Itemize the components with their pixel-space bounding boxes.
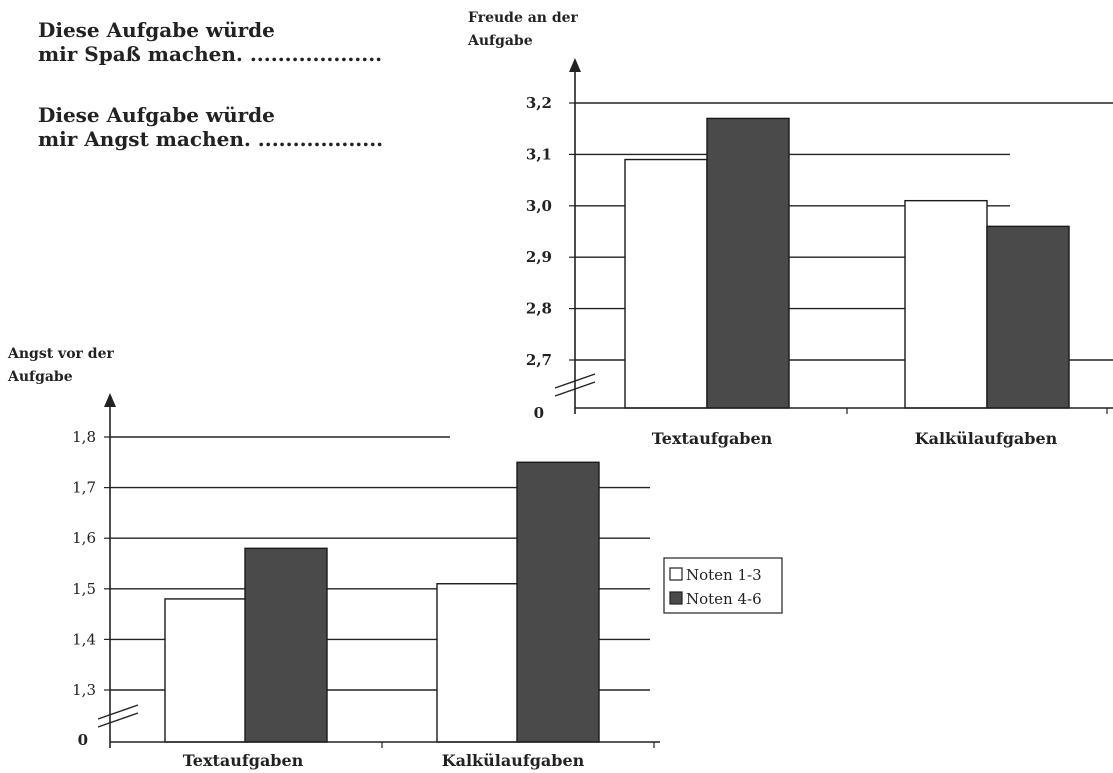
axis-break-icon xyxy=(97,704,139,720)
y-axis-arrow-icon xyxy=(104,393,116,407)
y-tick-label: 2,8 xyxy=(526,300,552,318)
axis-break-icon xyxy=(97,712,139,728)
y-axis-label-line-1: Angst vor der xyxy=(7,346,114,362)
legend-swatch xyxy=(669,591,683,605)
legend-label: Noten 4-6 xyxy=(686,590,762,608)
legend-label: Noten 1-3 xyxy=(686,566,762,584)
y-axis-label-line-2: Aufgabe xyxy=(7,369,73,385)
bar-noten-4-6-textaufgaben xyxy=(706,117,790,409)
y-tick-label: 3,1 xyxy=(526,145,552,163)
bar-noten-4-6-kalkuelaufgaben xyxy=(516,461,600,743)
statement-fun: Diese Aufgabe würde mir Spaß machen. ...… xyxy=(38,18,382,66)
x-category-label: Textaufgaben xyxy=(652,429,773,448)
bar-noten-1-3-textaufgaben xyxy=(624,158,708,409)
y-tick-label: 3,2 xyxy=(526,94,552,112)
axis-break-icon xyxy=(554,381,596,397)
legend-swatch xyxy=(669,567,683,581)
legend-box xyxy=(663,557,783,614)
bar-noten-1-3-kalkuelaufgaben xyxy=(436,583,520,743)
y-tick-label: 1,7 xyxy=(72,479,96,497)
x-category-label: Kalkülaufgaben xyxy=(442,751,585,770)
y-axis-label-line-2: Aufgabe xyxy=(467,33,533,49)
bar-noten-1-3-textaufgaben xyxy=(164,598,248,743)
axis-break-icon xyxy=(554,373,596,389)
y-tick-label: 1,4 xyxy=(72,630,96,648)
y-tick-label: 3,0 xyxy=(526,197,552,215)
y-zero-label: 0 xyxy=(534,404,544,422)
x-category-label: Textaufgaben xyxy=(183,751,304,770)
statement-fear-line-2: mir Angst machen. .................. xyxy=(38,127,384,151)
y-axis-arrow-icon xyxy=(569,58,581,72)
y-tick-label: 2,9 xyxy=(526,248,552,266)
statement-fear-line-1: Diese Aufgabe würde xyxy=(38,103,275,127)
y-axis-label-line-1: Freude an der xyxy=(468,10,579,26)
y-zero-label: 0 xyxy=(78,731,88,749)
bar-noten-4-6-kalkuelaufgaben xyxy=(986,225,1070,409)
chart-angst: Angst vor der Aufgabe 1,8 1,7 1,6 1,5 1,4 1,3 0 T… xyxy=(7,346,660,770)
x-category-label: Kalkülaufgaben xyxy=(915,429,1058,448)
y-tick-label: 2,7 xyxy=(526,351,552,369)
legend: Noten 1-3 Noten 4-6 xyxy=(663,557,783,614)
y-tick-label: 1,6 xyxy=(72,529,96,547)
statement-fun-line-2: mir Spaß machen. ................... xyxy=(38,42,383,66)
statement-fun-line-1: Diese Aufgabe würde xyxy=(38,18,275,42)
bar-noten-4-6-textaufgaben xyxy=(244,547,328,743)
y-tick-label: 1,5 xyxy=(72,580,96,598)
chart-freude: Freude an der Aufgabe 3,2 3,1 3,0 2,9 2,8 2,7 0 T… xyxy=(467,10,1113,448)
bar-noten-1-3-kalkuelaufgaben xyxy=(904,199,988,409)
statement-fear: Diese Aufgabe würde mir Angst machen. ..… xyxy=(38,103,383,151)
y-tick-label: 1,8 xyxy=(72,428,96,446)
y-tick-label: 1,3 xyxy=(72,681,96,699)
